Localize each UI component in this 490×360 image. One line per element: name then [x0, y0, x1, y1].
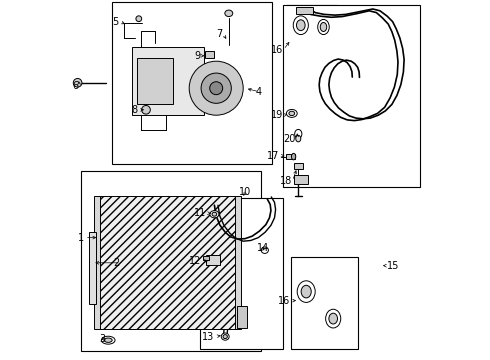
Ellipse shape — [212, 212, 217, 216]
Text: 20: 20 — [284, 134, 296, 144]
Bar — [294, 175, 308, 184]
Text: 3: 3 — [99, 334, 105, 344]
Bar — [94, 196, 100, 329]
Ellipse shape — [293, 16, 308, 35]
Bar — [294, 163, 303, 169]
Text: 18: 18 — [280, 176, 292, 186]
Ellipse shape — [101, 336, 115, 344]
Text: 9: 9 — [194, 51, 200, 61]
Circle shape — [210, 82, 222, 95]
Bar — [99, 196, 236, 329]
Bar — [81, 171, 261, 351]
Text: 16: 16 — [270, 45, 283, 55]
Bar — [237, 306, 247, 328]
Ellipse shape — [296, 20, 305, 31]
Bar — [200, 198, 283, 349]
Ellipse shape — [301, 285, 311, 298]
Text: 5: 5 — [112, 17, 118, 27]
Text: 7: 7 — [217, 29, 222, 39]
Bar — [202, 256, 209, 260]
Ellipse shape — [286, 109, 297, 117]
Text: 2: 2 — [114, 258, 120, 268]
Text: 15: 15 — [387, 261, 399, 271]
Bar — [206, 255, 220, 265]
Text: 4: 4 — [255, 87, 261, 97]
Text: 8: 8 — [132, 105, 138, 115]
Circle shape — [74, 78, 82, 87]
Circle shape — [142, 105, 150, 114]
Ellipse shape — [292, 153, 296, 160]
Bar — [112, 2, 272, 164]
Bar — [132, 47, 204, 115]
Ellipse shape — [318, 19, 329, 35]
Bar — [89, 232, 96, 304]
Bar — [286, 154, 295, 159]
Text: 6: 6 — [73, 81, 79, 91]
Ellipse shape — [296, 135, 301, 142]
Ellipse shape — [104, 338, 112, 342]
Text: 12: 12 — [190, 256, 202, 266]
Ellipse shape — [221, 333, 229, 340]
Text: 19: 19 — [270, 110, 283, 120]
Bar — [283, 5, 419, 187]
Bar — [137, 58, 173, 104]
Ellipse shape — [329, 313, 338, 324]
Ellipse shape — [261, 247, 269, 253]
Bar — [286, 5, 337, 56]
Bar — [291, 257, 358, 349]
Bar — [235, 196, 242, 329]
Text: 10: 10 — [239, 186, 251, 197]
Circle shape — [189, 61, 243, 115]
Text: 11: 11 — [194, 208, 206, 218]
Ellipse shape — [225, 10, 233, 17]
Text: 14: 14 — [257, 243, 269, 253]
Ellipse shape — [289, 111, 294, 116]
Circle shape — [136, 16, 142, 22]
Circle shape — [201, 73, 231, 103]
Ellipse shape — [223, 335, 227, 338]
Bar — [205, 51, 215, 58]
Bar — [296, 7, 313, 14]
Text: 16: 16 — [278, 296, 290, 306]
Ellipse shape — [210, 211, 219, 218]
Text: 17: 17 — [267, 150, 280, 161]
Ellipse shape — [297, 281, 315, 302]
Ellipse shape — [326, 309, 341, 328]
Text: 1: 1 — [77, 233, 84, 243]
Ellipse shape — [320, 23, 327, 32]
Ellipse shape — [294, 130, 302, 139]
Text: 13: 13 — [202, 332, 215, 342]
